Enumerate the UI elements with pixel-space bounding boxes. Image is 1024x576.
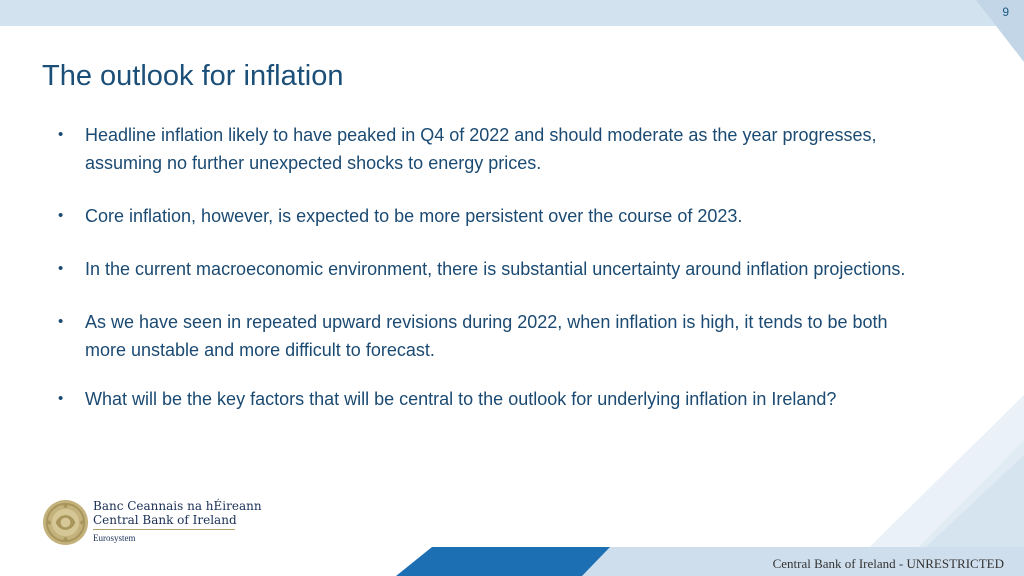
logo-name-irish: Banc Ceannais na hÉireann bbox=[93, 499, 262, 513]
footer-classification: Central Bank of Ireland - UNRESTRICTED bbox=[772, 556, 1004, 571]
logo-tagline: Eurosystem bbox=[93, 533, 136, 543]
bullet-list: • Headline inflation likely to have peak… bbox=[58, 121, 908, 413]
top-band bbox=[0, 0, 1024, 26]
bullet-text: Core inflation, however, is expected to … bbox=[85, 206, 743, 226]
top-right-corner-shape bbox=[976, 0, 1024, 62]
bullet-marker: • bbox=[58, 207, 64, 224]
bullet-marker: • bbox=[58, 390, 64, 407]
bullet-text: As we have seen in repeated upward revis… bbox=[85, 312, 888, 360]
bottom-right-stripe-near bbox=[895, 455, 1024, 576]
bottom-right-stripe-far bbox=[840, 395, 1024, 576]
bullet-item: • Core inflation, however, is expected t… bbox=[58, 202, 908, 230]
seal-icon bbox=[42, 499, 89, 546]
bullet-item: • In the current macroeconomic environme… bbox=[58, 255, 908, 283]
bottom-band-dark bbox=[396, 547, 610, 576]
bullet-item: • As we have seen in repeated upward rev… bbox=[58, 308, 908, 364]
bullet-marker: • bbox=[58, 313, 64, 330]
bullet-text: Headline inflation likely to have peaked… bbox=[85, 125, 877, 173]
slide-title: The outlook for inflation bbox=[42, 60, 344, 92]
bullet-item: • What will be the key factors that will… bbox=[58, 385, 908, 413]
bullet-text: In the current macroeconomic environment… bbox=[85, 259, 906, 279]
logo-divider bbox=[93, 529, 235, 530]
bullet-marker: • bbox=[58, 126, 64, 143]
bullet-item: • Headline inflation likely to have peak… bbox=[58, 121, 908, 177]
bullet-marker: • bbox=[58, 260, 64, 277]
logo-name-english: Central Bank of Ireland bbox=[93, 513, 237, 527]
bullet-text: What will be the key factors that will b… bbox=[85, 389, 837, 409]
logo-text: Banc Ceannais na hÉireann Central Bank o… bbox=[93, 499, 262, 543]
page-number: 9 bbox=[1002, 5, 1009, 19]
